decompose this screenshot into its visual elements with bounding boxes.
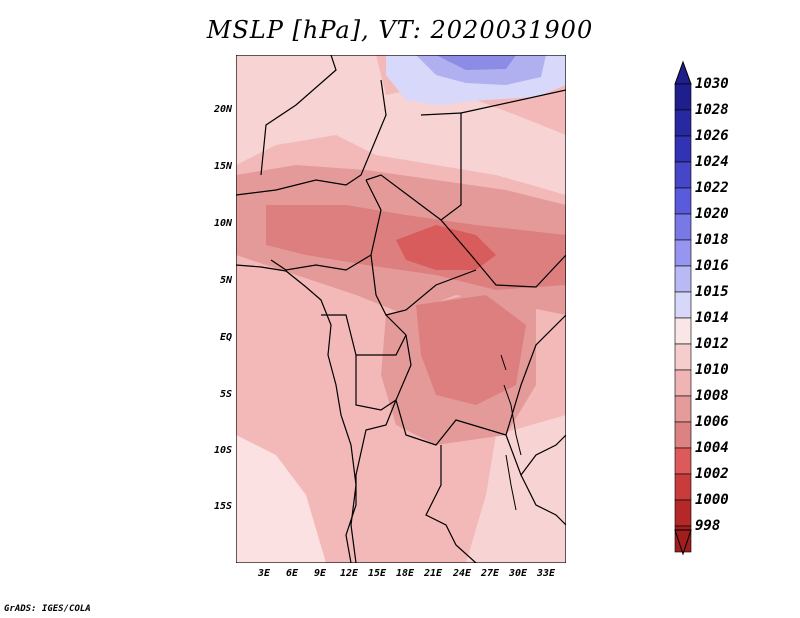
colorbar-swatch xyxy=(674,421,692,449)
colorbar-label: 1014 xyxy=(695,310,729,326)
colorbar-swatch xyxy=(674,109,692,137)
colorbar-swatch xyxy=(674,187,692,215)
colorbar-swatch xyxy=(674,343,692,371)
lon-label-24E: 24E xyxy=(452,568,472,579)
lat-label-EQ: EQ xyxy=(219,332,232,343)
colorbar-label: 1016 xyxy=(695,258,729,274)
lon-label-33E: 33E xyxy=(536,568,556,579)
colorbar-swatch xyxy=(674,161,692,189)
colorbar-swatch xyxy=(674,369,692,397)
colorbar-swatch xyxy=(674,291,692,319)
colorbar-label: 1022 xyxy=(695,180,729,196)
colorbar-label: 1028 xyxy=(695,102,729,118)
colorbar-swatch xyxy=(674,447,692,475)
colorbar-swatch xyxy=(674,395,692,423)
colorbar-label: 1006 xyxy=(695,414,729,430)
lon-label-21E: 21E xyxy=(423,568,443,579)
pressure-region-1012 xyxy=(236,55,566,195)
colorbar-top-arrow xyxy=(674,60,692,85)
mslp-map xyxy=(236,55,566,563)
lon-label-15E: 15E xyxy=(367,568,387,579)
lat-label-5S: 5S xyxy=(219,389,232,400)
lon-label-18E: 18E xyxy=(395,568,415,579)
lon-label-12E: 12E xyxy=(339,568,359,579)
colorbar-swatch xyxy=(674,317,692,345)
pressure-region-1014-south xyxy=(236,435,326,563)
lat-label-5N: 5N xyxy=(219,275,232,286)
colorbar-label: 1015 xyxy=(695,284,729,300)
lat-label-15N: 15N xyxy=(213,161,232,172)
colorbar-label: 1000 xyxy=(695,492,729,508)
colorbar-label: 1020 xyxy=(695,206,729,222)
colorbar-swatch xyxy=(674,83,692,111)
grads-credit: GrADS: IGES/COLA xyxy=(4,604,91,614)
colorbar-label: 998 xyxy=(695,518,721,534)
colorbar-swatch xyxy=(674,473,692,501)
lat-label-20N: 20N xyxy=(213,104,232,115)
colorbar-swatch xyxy=(674,135,692,163)
lat-label-10N: 10N xyxy=(213,218,232,229)
lon-label-27E: 27E xyxy=(480,568,500,579)
colorbar-label: 1024 xyxy=(695,154,729,170)
lat-label-10S: 10S xyxy=(213,445,232,456)
lon-label-3E: 3E xyxy=(257,568,271,579)
lakes xyxy=(500,354,522,511)
colorbar-label: 1012 xyxy=(695,336,729,352)
colorbar xyxy=(674,60,692,556)
colorbar-label: 1010 xyxy=(695,362,729,378)
colorbar-label: 1002 xyxy=(695,466,729,482)
colorbar-swatch xyxy=(674,499,692,527)
colorbar-label: 1018 xyxy=(695,232,729,248)
pressure-region-1018 xyxy=(416,55,546,85)
lon-label-30E: 30E xyxy=(508,568,528,579)
colorbar-swatch xyxy=(674,213,692,241)
colorbar-label: 1030 xyxy=(695,76,729,92)
colorbar-swatch xyxy=(674,265,692,293)
lat-label-15S: 15S xyxy=(213,501,232,512)
country-boundaries xyxy=(236,55,566,563)
pressure-region-1006-central xyxy=(416,295,526,405)
colorbar-label: 1008 xyxy=(695,388,729,404)
pressure-region-1004 xyxy=(396,225,496,270)
pressure-region-1020 xyxy=(436,55,516,70)
chart-title: MSLP [hPa], VT: 2020031900 xyxy=(206,16,594,44)
colorbar-label: 1026 xyxy=(695,128,729,144)
coastline xyxy=(236,264,357,563)
colorbar-label: 1004 xyxy=(695,440,729,456)
colorbar-swatch xyxy=(674,239,692,267)
lon-label-6E: 6E xyxy=(285,568,299,579)
lon-label-9E: 9E xyxy=(313,568,327,579)
colorbar-bottom-arrow xyxy=(674,529,692,556)
